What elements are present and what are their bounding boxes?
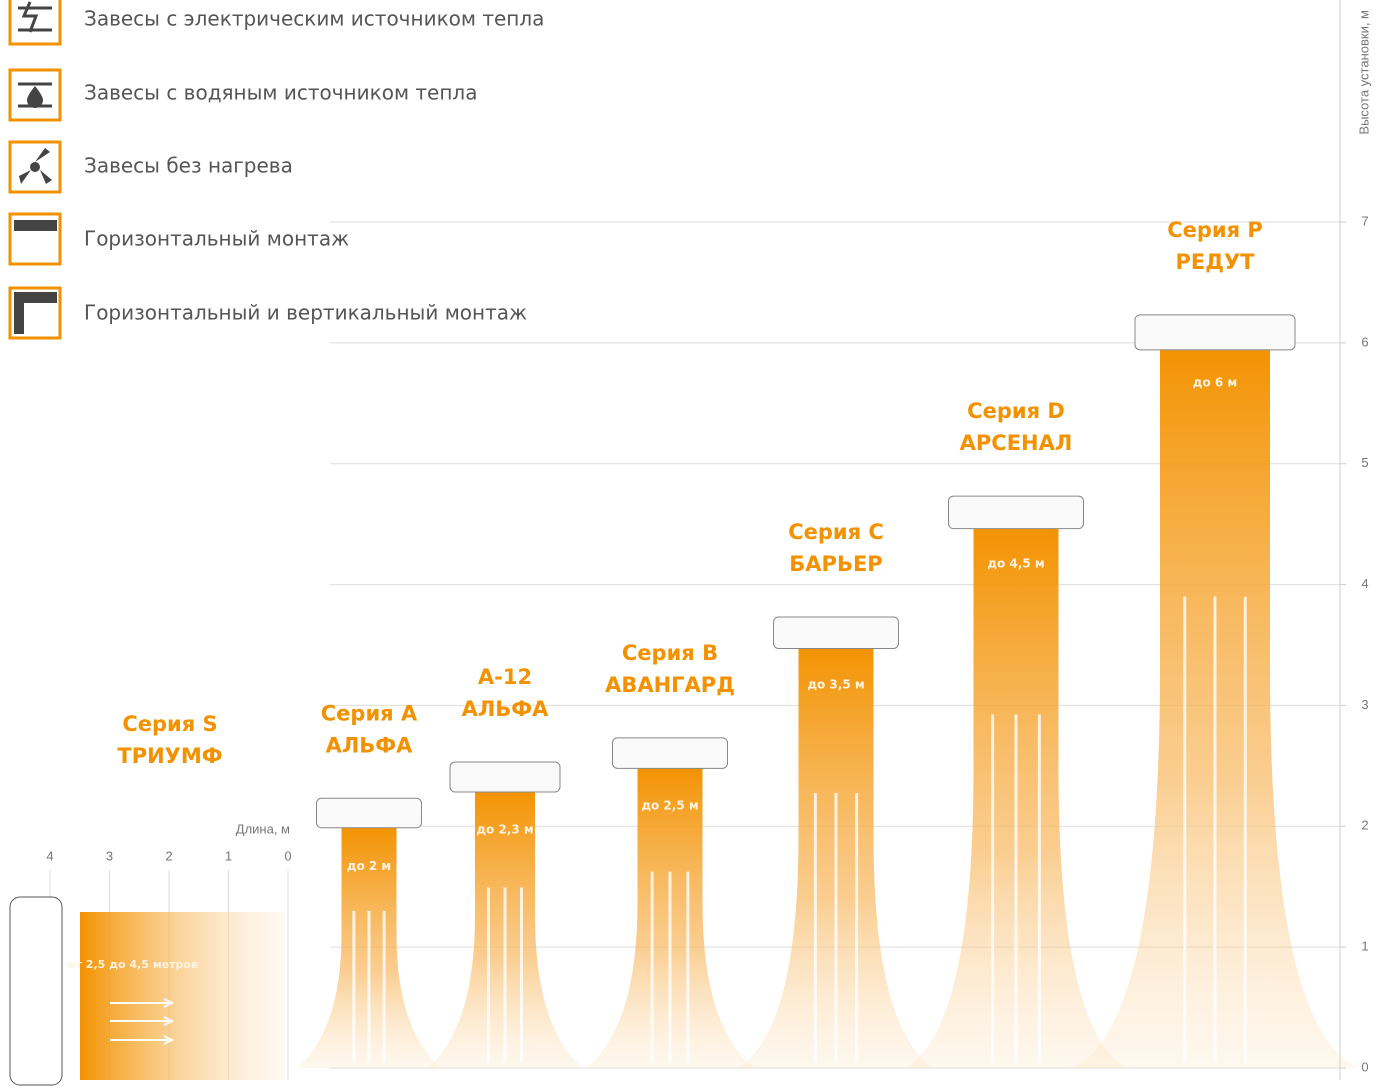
series-code: А-12: [478, 665, 532, 689]
series-code: Серия P: [1167, 218, 1263, 242]
series-name: РЕДУТ: [1176, 250, 1256, 274]
series-code: Серия D: [967, 399, 1065, 423]
x-tick-label: 1: [225, 848, 232, 863]
curtain-unit: [1134, 314, 1296, 351]
y-tick-label: 5: [1361, 455, 1368, 470]
y-tick-label: 7: [1361, 213, 1368, 228]
curtain-unit: [773, 616, 899, 649]
legend-glyphs: [14, 1, 57, 334]
legend-icons: [8, 0, 62, 340]
legend-label: Завесы без нагрева: [84, 154, 293, 178]
airflow-arrow: [110, 1016, 175, 1026]
value-label: до 3,5 м: [807, 678, 864, 692]
curtain-unit: [449, 761, 561, 793]
series-code: Серия A: [321, 701, 418, 725]
value-label: до 2,5 м: [641, 798, 698, 812]
legend-label: Завесы с электрическим источником тепла: [84, 7, 544, 31]
x-tick-label: 4: [46, 848, 53, 863]
y-tick-label: 3: [1361, 697, 1368, 712]
range-label: от 2,5 до 4,5 метров: [68, 958, 198, 971]
value-label: до 2 м: [347, 859, 391, 873]
value-label: до 4,5 м: [987, 557, 1044, 571]
series-name: АЛЬФА: [462, 697, 550, 721]
x-tick-label: 2: [165, 848, 172, 863]
airflow-arrow: [110, 1035, 175, 1045]
curtain-unit: [316, 797, 422, 829]
curtain-unit: [948, 495, 1084, 530]
series-name: БАРЬЕР: [789, 552, 882, 576]
curtain-unit: [612, 737, 728, 769]
inset-subtitle: ТРИУМФ: [117, 744, 222, 768]
x-tick-label: 3: [106, 848, 113, 863]
series-name: АЛЬФА: [326, 733, 414, 757]
y-tick-label: 6: [1361, 334, 1368, 349]
inset-title: Серия S: [122, 712, 217, 736]
legend-label: Горизонтальный монтаж: [84, 227, 349, 251]
series-code: Серия B: [622, 641, 718, 665]
y-tick-label: 1: [1361, 939, 1368, 954]
range-band: [80, 912, 285, 1080]
legend-label: Горизонтальный и вертикальный монтаж: [84, 301, 527, 325]
series-name: АРСЕНАЛ: [960, 431, 1073, 455]
y-axis-label: Высота установки, м: [1356, 10, 1371, 135]
curtain-unit: [9, 896, 63, 1086]
x-axis-label: Длина, м: [236, 821, 290, 836]
value-label: до 6 м: [1193, 375, 1237, 389]
airflow-arrow: [110, 998, 175, 1008]
y-tick-label: 4: [1361, 576, 1368, 591]
legend-label: Завесы с водяным источником тепла: [84, 81, 477, 105]
y-tick-label: 2: [1361, 818, 1368, 833]
x-tick-label: 0: [284, 848, 291, 863]
y-tick-label: 0: [1361, 1059, 1368, 1074]
series-name: АВАНГАРД: [605, 673, 735, 697]
series-code: Серия C: [788, 520, 884, 544]
value-label: до 2,3 м: [476, 823, 533, 837]
